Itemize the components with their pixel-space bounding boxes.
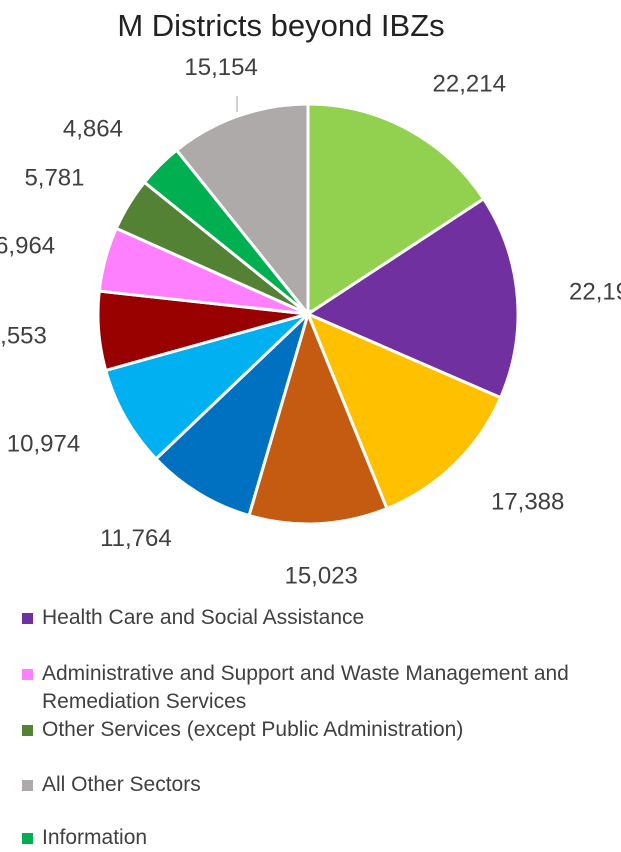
data-label: 22,214 [433,70,506,97]
legend-item: Information [22,824,602,852]
legend-label: All Other Sectors [42,773,201,796]
pie-chart: M Districts beyond IBZs 22,214 22,194 17,3… [0,8,621,590]
legend-swatch [22,833,33,844]
data-label: 5,781 [24,164,84,191]
legend-swatch [22,669,33,680]
data-label: 15,154 [184,54,257,81]
data-label: 15,023 [284,563,357,590]
pie-slice [153,309,312,518]
pie-slice [306,102,486,317]
legend-label: Administrative and Support and Waste Man… [42,662,569,713]
legend-swatch [22,780,33,791]
legend-swatch [22,725,33,736]
legend-swatch [22,613,33,624]
data-label: 11,764 [100,525,172,552]
legend-item: Health Care and Social Assistance [22,604,602,632]
data-label: 8,553 [0,322,47,349]
data-label: 4,864 [63,116,123,143]
pie-slice [103,312,310,462]
data-label: 10,974 [7,430,80,457]
legend-item: Administrative and Support and Waste Man… [22,660,602,716]
pie-slice [247,309,389,526]
legend-item: Other Services (except Public Administra… [22,716,602,744]
legend-label: Information [42,826,148,849]
data-label: 17,388 [491,489,564,516]
legend-label: Other Services (except Public Administra… [42,718,464,741]
pie-slice [304,196,520,400]
legend-item: All Other Sectors [22,771,602,799]
chart-title: M Districts beyond IBZs [117,8,444,43]
data-label: 6,964 [0,232,55,259]
legend-label: Health Care and Social Assistance [42,606,365,629]
pie-slice [174,102,310,319]
pie-slice [305,311,503,511]
data-label: 22,194 [569,279,621,306]
